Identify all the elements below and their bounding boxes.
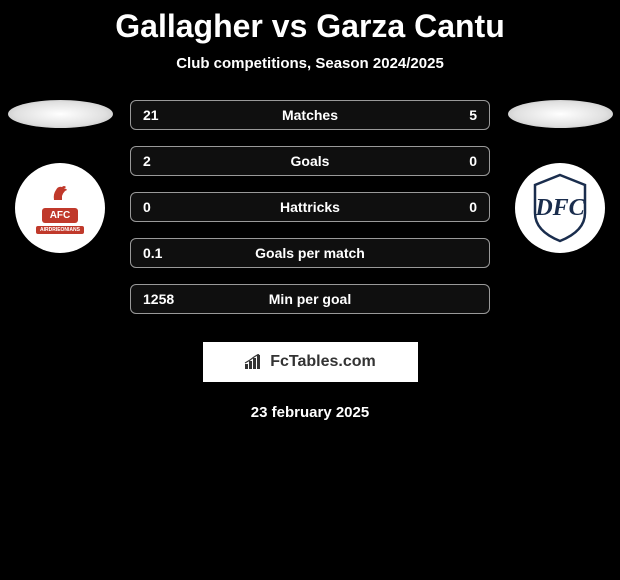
- player-left-column: AFC AIRDRIEONIANS: [5, 100, 115, 253]
- stat-label: Hattricks: [131, 199, 489, 215]
- stat-row: 21 Matches 5: [130, 100, 490, 130]
- page-subtitle: Club competitions, Season 2024/2025: [0, 55, 620, 72]
- stat-left-value: 1258: [143, 291, 174, 307]
- date-text: 23 february 2025: [0, 404, 620, 421]
- footer-brand-text: FcTables.com: [270, 353, 376, 371]
- stat-label: Goals per match: [131, 245, 489, 261]
- stat-left-value: 0: [143, 199, 151, 215]
- stat-right-value: 0: [469, 153, 477, 169]
- club-badge-right: DFC: [515, 163, 605, 253]
- stat-right-value: 5: [469, 107, 477, 123]
- player-right-column: DFC: [505, 100, 615, 253]
- stat-left-value: 0.1: [143, 245, 162, 261]
- club-badge-left: AFC AIRDRIEONIANS: [15, 163, 105, 253]
- stat-left-value: 2: [143, 153, 151, 169]
- stat-row: 0 Hattricks 0: [130, 192, 490, 222]
- stat-left-value: 21: [143, 107, 159, 123]
- stat-label: Min per goal: [131, 291, 489, 307]
- content-area: AFC AIRDRIEONIANS DFC 21 Matches 5 2 Goa…: [0, 100, 620, 421]
- afc-text: AFC: [42, 208, 79, 223]
- stat-row: 1258 Min per goal: [130, 284, 490, 314]
- svg-text:DFC: DFC: [534, 195, 585, 221]
- player-avatar-left: [8, 100, 113, 128]
- chart-icon: [244, 354, 264, 370]
- page-title: Gallagher vs Garza Cantu: [0, 0, 620, 45]
- footer-brand-badge: FcTables.com: [203, 342, 418, 382]
- stat-right-value: 0: [469, 199, 477, 215]
- stat-label: Goals: [131, 153, 489, 169]
- stat-row: 2 Goals 0: [130, 146, 490, 176]
- stat-row: 0.1 Goals per match: [130, 238, 490, 268]
- afc-banner: AIRDRIEONIANS: [36, 226, 84, 234]
- stats-table: 21 Matches 5 2 Goals 0 0 Hattricks 0 0.1…: [130, 100, 490, 314]
- rooster-icon: [48, 182, 72, 206]
- player-avatar-right: [508, 100, 613, 128]
- dfc-badge-content: DFC: [530, 173, 590, 243]
- stat-label: Matches: [131, 107, 489, 123]
- afc-badge-content: AFC AIRDRIEONIANS: [36, 182, 84, 234]
